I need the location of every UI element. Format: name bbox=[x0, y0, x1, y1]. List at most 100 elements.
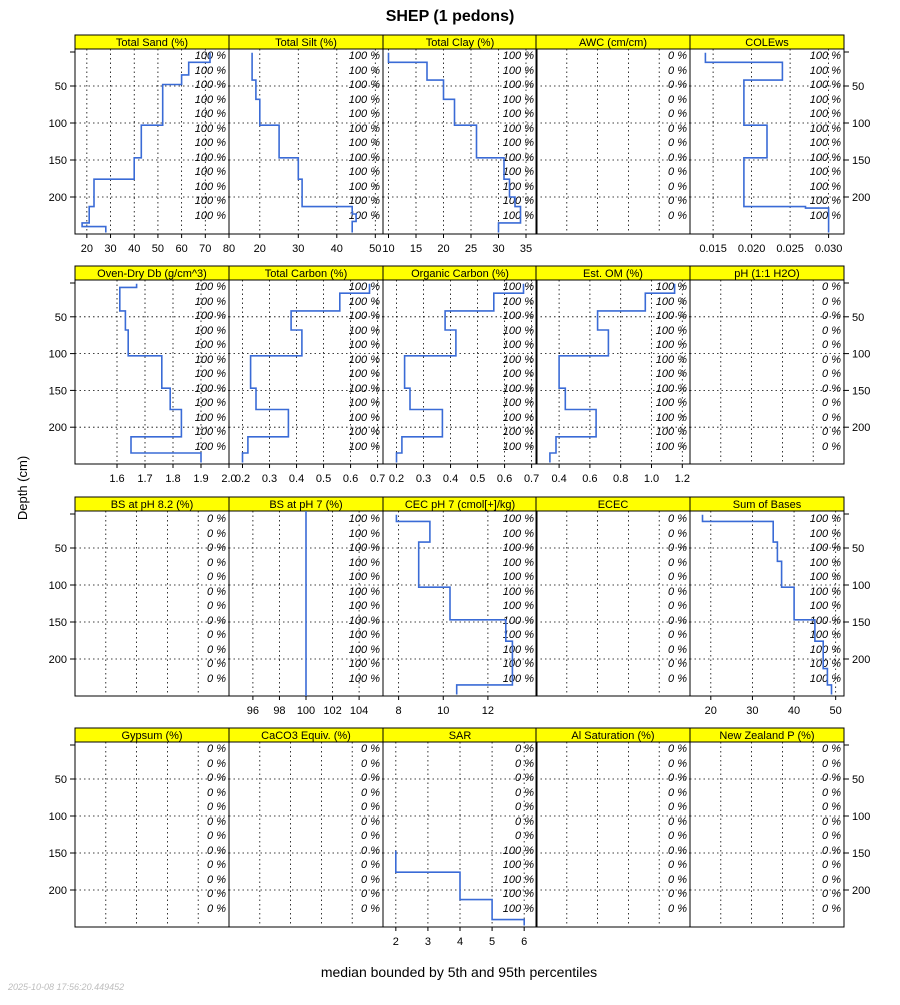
panel-total-sand: Total Sand (%) 100 % 100 % 100 % 100 % 100 % 1… bbox=[49, 34, 235, 255]
percent-label: 100 % bbox=[810, 557, 841, 569]
percent-label: 100 % bbox=[503, 586, 534, 598]
y-tick-label-left: 200 bbox=[49, 192, 67, 204]
x-tick-label: 0.4 bbox=[551, 473, 566, 485]
x-tick-label: 12 bbox=[482, 705, 494, 717]
percent-label: 100 % bbox=[503, 629, 534, 641]
percent-label: 0 % bbox=[668, 845, 687, 857]
percent-label: 100 % bbox=[656, 397, 687, 409]
y-tick-label-left: 200 bbox=[49, 422, 67, 434]
percent-label: 0 % bbox=[361, 903, 380, 915]
percent-label: 0 % bbox=[822, 325, 841, 337]
x-tick-label: 0.4 bbox=[443, 473, 458, 485]
x-tick-label: 0.6 bbox=[343, 473, 358, 485]
percent-label: 0 % bbox=[361, 772, 380, 784]
percent-label: 100 % bbox=[656, 339, 687, 351]
percent-label: 100 % bbox=[349, 94, 380, 106]
strip-title: Total Sand (%) bbox=[116, 37, 188, 49]
panel-frame bbox=[689, 279, 845, 465]
x-tick-label: 2.0 bbox=[221, 473, 236, 485]
panel-frame bbox=[382, 48, 538, 235]
panel-gypsum: Gypsum (%) 0 % 0 % 0 % 0 % 0 % 0 % 0 % 0 % 0 % 0 %… bbox=[49, 727, 230, 928]
y-tick-label-left: 50 bbox=[55, 81, 67, 93]
percent-label: 0 % bbox=[822, 888, 841, 900]
percent-label: 0 % bbox=[515, 801, 534, 813]
percent-label: 100 % bbox=[349, 397, 380, 409]
percent-label: 0 % bbox=[668, 557, 687, 569]
x-tick-label: 1.0 bbox=[644, 473, 659, 485]
percent-label: 0 % bbox=[361, 758, 380, 770]
strip-title: CaCO3 Equiv. (%) bbox=[261, 730, 351, 742]
percent-label: 0 % bbox=[361, 787, 380, 799]
panel-frame bbox=[689, 510, 845, 697]
y-tick-label-right: 50 bbox=[852, 543, 864, 555]
percent-label: 0 % bbox=[361, 845, 380, 857]
percent-label: 0 % bbox=[668, 542, 687, 554]
percent-label: 100 % bbox=[503, 859, 534, 871]
x-tick-label: 1.9 bbox=[193, 473, 208, 485]
percent-label: 100 % bbox=[349, 281, 380, 293]
percent-label: 0 % bbox=[668, 743, 687, 755]
percent-label: 0 % bbox=[207, 859, 226, 871]
percent-label: 100 % bbox=[503, 181, 534, 193]
percent-label: 0 % bbox=[361, 888, 380, 900]
x-tick-label: 20 bbox=[254, 243, 266, 255]
percent-label: 0 % bbox=[668, 79, 687, 91]
percent-label: 0 % bbox=[822, 874, 841, 886]
x-tick-label: 40 bbox=[128, 243, 140, 255]
y-tick-label-left: 150 bbox=[49, 155, 67, 167]
x-tick-label: 15 bbox=[410, 243, 422, 255]
percent-label: 0 % bbox=[822, 397, 841, 409]
percent-label: 100 % bbox=[503, 94, 534, 106]
percent-label: 0 % bbox=[207, 513, 226, 525]
percent-label: 0 % bbox=[822, 441, 841, 453]
median-line-oven-dry-db-g-cm-3 bbox=[119, 283, 202, 463]
percent-label: 100 % bbox=[195, 210, 226, 222]
percent-label: 100 % bbox=[810, 629, 841, 641]
y-tick-label-right: 150 bbox=[852, 385, 870, 397]
percent-label: 100 % bbox=[503, 397, 534, 409]
percent-label: 100 % bbox=[195, 310, 226, 322]
percent-label: 0 % bbox=[207, 830, 226, 842]
percent-label: 0 % bbox=[822, 426, 841, 438]
percent-label: 0 % bbox=[207, 673, 226, 685]
percent-label: 100 % bbox=[349, 152, 380, 164]
panel-al-saturation: Al Saturation (%) 0 % 0 % 0 % 0 % 0 % 0 % 0 % 0 … bbox=[535, 727, 691, 928]
percent-label: 0 % bbox=[207, 816, 226, 828]
x-tick-label: 80 bbox=[223, 243, 235, 255]
percent-label: 100 % bbox=[810, 658, 841, 670]
percent-label: 0 % bbox=[822, 412, 841, 424]
y-tick-label-left: 150 bbox=[49, 385, 67, 397]
percent-label: 0 % bbox=[668, 644, 687, 656]
percent-label: 100 % bbox=[349, 354, 380, 366]
percent-label: 100 % bbox=[349, 325, 380, 337]
panel-organic-carbon: Organic Carbon (%)100 %100 %100 %100 %10… bbox=[382, 265, 539, 485]
percent-label: 100 % bbox=[349, 210, 380, 222]
panel-caco3-equiv: CaCO3 Equiv. (%) 0 % 0 % 0 % 0 % 0 % 0 % 0 % 0 %… bbox=[228, 727, 384, 928]
percent-label: 0 % bbox=[822, 354, 841, 366]
percent-label: 0 % bbox=[361, 874, 380, 886]
percent-label: 0 % bbox=[207, 600, 226, 612]
percent-label: 100 % bbox=[349, 195, 380, 207]
x-tick-label: 0.015 bbox=[699, 243, 727, 255]
percent-label: 100 % bbox=[503, 123, 534, 135]
percent-label: 0 % bbox=[361, 743, 380, 755]
percent-label: 100 % bbox=[810, 108, 841, 120]
percent-label: 100 % bbox=[349, 65, 380, 77]
panel-est-om: Est. OM (%) 100 % 100 % 100 % 100 % 100 % 100 … bbox=[535, 265, 691, 485]
x-tick-label: 0.2 bbox=[389, 473, 404, 485]
percent-label: 100 % bbox=[195, 195, 226, 207]
percent-label: 100 % bbox=[349, 383, 380, 395]
percent-label: 0 % bbox=[822, 743, 841, 755]
median-line-organic-carbon bbox=[395, 283, 525, 463]
x-tick-label: 0.4 bbox=[289, 473, 304, 485]
percent-label: 100 % bbox=[503, 903, 534, 915]
percent-label: 100 % bbox=[503, 137, 534, 149]
percent-label: 100 % bbox=[195, 65, 226, 77]
percent-label: 100 % bbox=[810, 528, 841, 540]
panel-frame bbox=[228, 741, 384, 928]
x-tick-label: 25 bbox=[465, 243, 477, 255]
percent-label: 0 % bbox=[822, 383, 841, 395]
percent-label: 100 % bbox=[349, 658, 380, 670]
percent-label: 0 % bbox=[207, 845, 226, 857]
percent-label: 100 % bbox=[656, 310, 687, 322]
